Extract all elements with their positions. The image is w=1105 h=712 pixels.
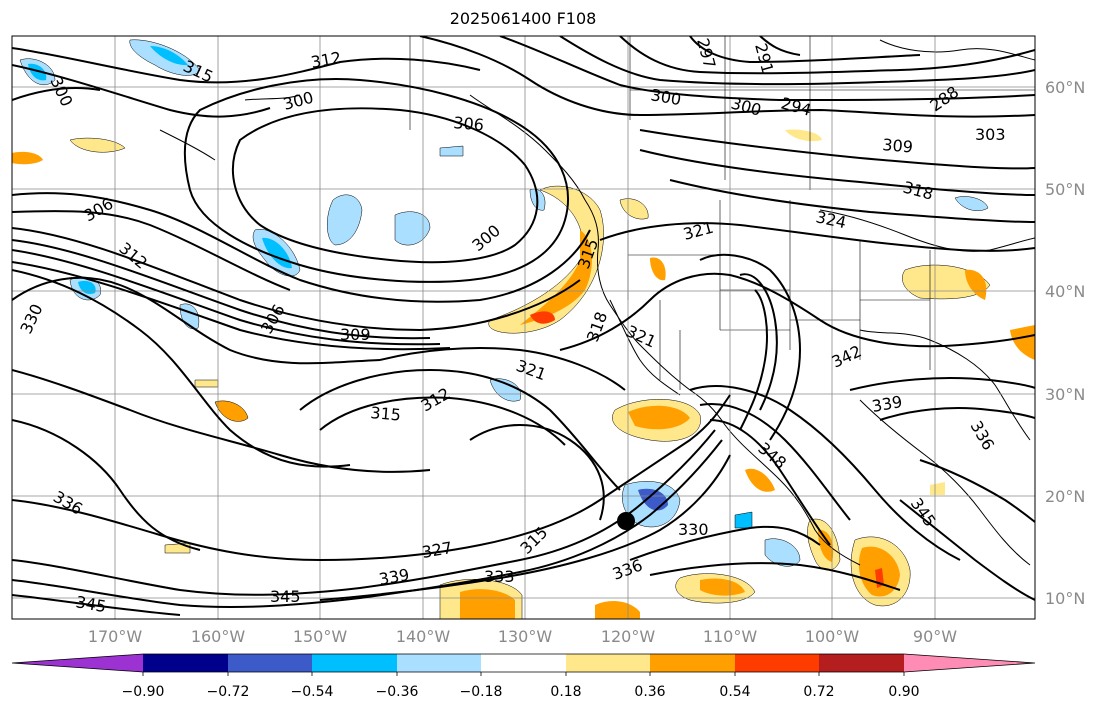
lon-label: 150°W (293, 627, 348, 646)
lat-label: 40°N (1045, 282, 1085, 301)
theta-contours (12, 36, 1035, 616)
contour-label: 303 (975, 125, 1006, 144)
contour-label: 309 (882, 135, 914, 157)
colorbar-tick-label: 0.90 (888, 684, 919, 700)
colorbar-segment (735, 654, 819, 672)
lon-label: 110°W (703, 627, 758, 646)
state-borders (409, 36, 1035, 390)
colorbar-segment (312, 654, 397, 672)
negative-anomaly (764, 538, 801, 567)
colorbar-tick-label: 0.54 (719, 684, 750, 700)
colorbar-tick-label: 0.18 (550, 684, 581, 700)
colorbar-tick-label: 0.72 (803, 684, 834, 700)
contour-label: 309 (340, 325, 371, 344)
positive-anomaly-core (965, 269, 987, 300)
positive-anomaly-core (700, 578, 745, 596)
positive-anomaly (1010, 325, 1035, 360)
positive-anomaly (12, 151, 43, 165)
negative-anomaly (394, 211, 431, 246)
colorbar-segment (143, 654, 228, 672)
contour-label: 333 (484, 567, 515, 586)
lon-label: 130°W (498, 627, 553, 646)
lat-label: 10°N (1045, 589, 1085, 608)
colorbar-tick-label: −0.72 (207, 684, 250, 700)
lat-label: 60°N (1045, 78, 1085, 97)
positive-anomaly-core (628, 405, 690, 430)
positive-anomaly (595, 600, 640, 619)
positive-anomaly (785, 129, 822, 142)
lat-label: 50°N (1045, 180, 1085, 199)
colorbar-segment (481, 654, 566, 672)
shaded-anomalies (12, 39, 1035, 619)
lon-label: 170°W (88, 627, 143, 646)
positive-anomaly (930, 482, 945, 495)
colorbar: −0.90 −0.72 −0.54 −0.36 −0.18 0.18 0.36 … (11, 653, 1036, 700)
colorbar-segment (650, 654, 735, 672)
negative-anomaly (489, 378, 522, 402)
positive-anomaly-core (460, 589, 515, 619)
storm-center-marker (617, 512, 635, 530)
positive-anomaly (214, 400, 249, 422)
colorbar-segment (819, 654, 904, 672)
negative-anomaly-core (150, 46, 188, 66)
colorbar-tick-label: −0.90 (122, 684, 165, 700)
contour-label: 330 (678, 520, 709, 539)
colorbar-extend-min (12, 654, 143, 672)
negative-anomaly (954, 196, 989, 211)
positive-anomaly (69, 137, 126, 153)
colorbar-segment (566, 654, 650, 672)
positive-anomaly-peak (530, 311, 555, 324)
lon-label: 140°W (396, 627, 451, 646)
colorbar-extend-max (904, 654, 1035, 672)
contour-label: 315 (370, 403, 402, 425)
lon-label: 100°W (805, 627, 860, 646)
positive-anomaly (619, 198, 649, 220)
positive-anomaly (164, 542, 191, 554)
lon-label: 160°W (191, 627, 246, 646)
map-frame (11, 35, 1036, 620)
lat-label: 30°N (1045, 385, 1085, 404)
colorbar-tick-label: −0.36 (376, 684, 419, 700)
colorbar-segment (228, 654, 312, 672)
colorbar-tick-label: −0.54 (291, 684, 334, 700)
colorbar-tick-label: 0.36 (634, 684, 665, 700)
lon-label: 120°W (601, 627, 656, 646)
contour-label: 306 (453, 113, 485, 135)
contour-label: 345 (270, 587, 301, 606)
negative-anomaly (327, 194, 363, 246)
positive-anomaly (194, 379, 219, 388)
lon-label: 90°W (913, 627, 957, 646)
map-title: 2025061400 F108 (449, 9, 597, 28)
positive-anomaly (745, 468, 775, 492)
negative-anomaly (439, 145, 464, 157)
colorbar-segment (397, 654, 481, 672)
longitude-labels: 170°W 160°W 150°W 140°W 130°W 120°W 110°… (88, 627, 957, 646)
negative-anomaly (734, 511, 753, 529)
negative-anomaly-core (28, 63, 47, 81)
colorbar-ticks (142, 672, 905, 676)
lat-label: 20°N (1045, 487, 1085, 506)
map-panel: 315 312 300 300 306 300 294 288 303 309 … (12, 36, 1035, 619)
colorbar-tick-label: −0.18 (460, 684, 503, 700)
positive-anomaly (650, 257, 666, 281)
latitude-labels: 60°N 50°N 40°N 30°N 20°N 10°N (1045, 78, 1085, 608)
